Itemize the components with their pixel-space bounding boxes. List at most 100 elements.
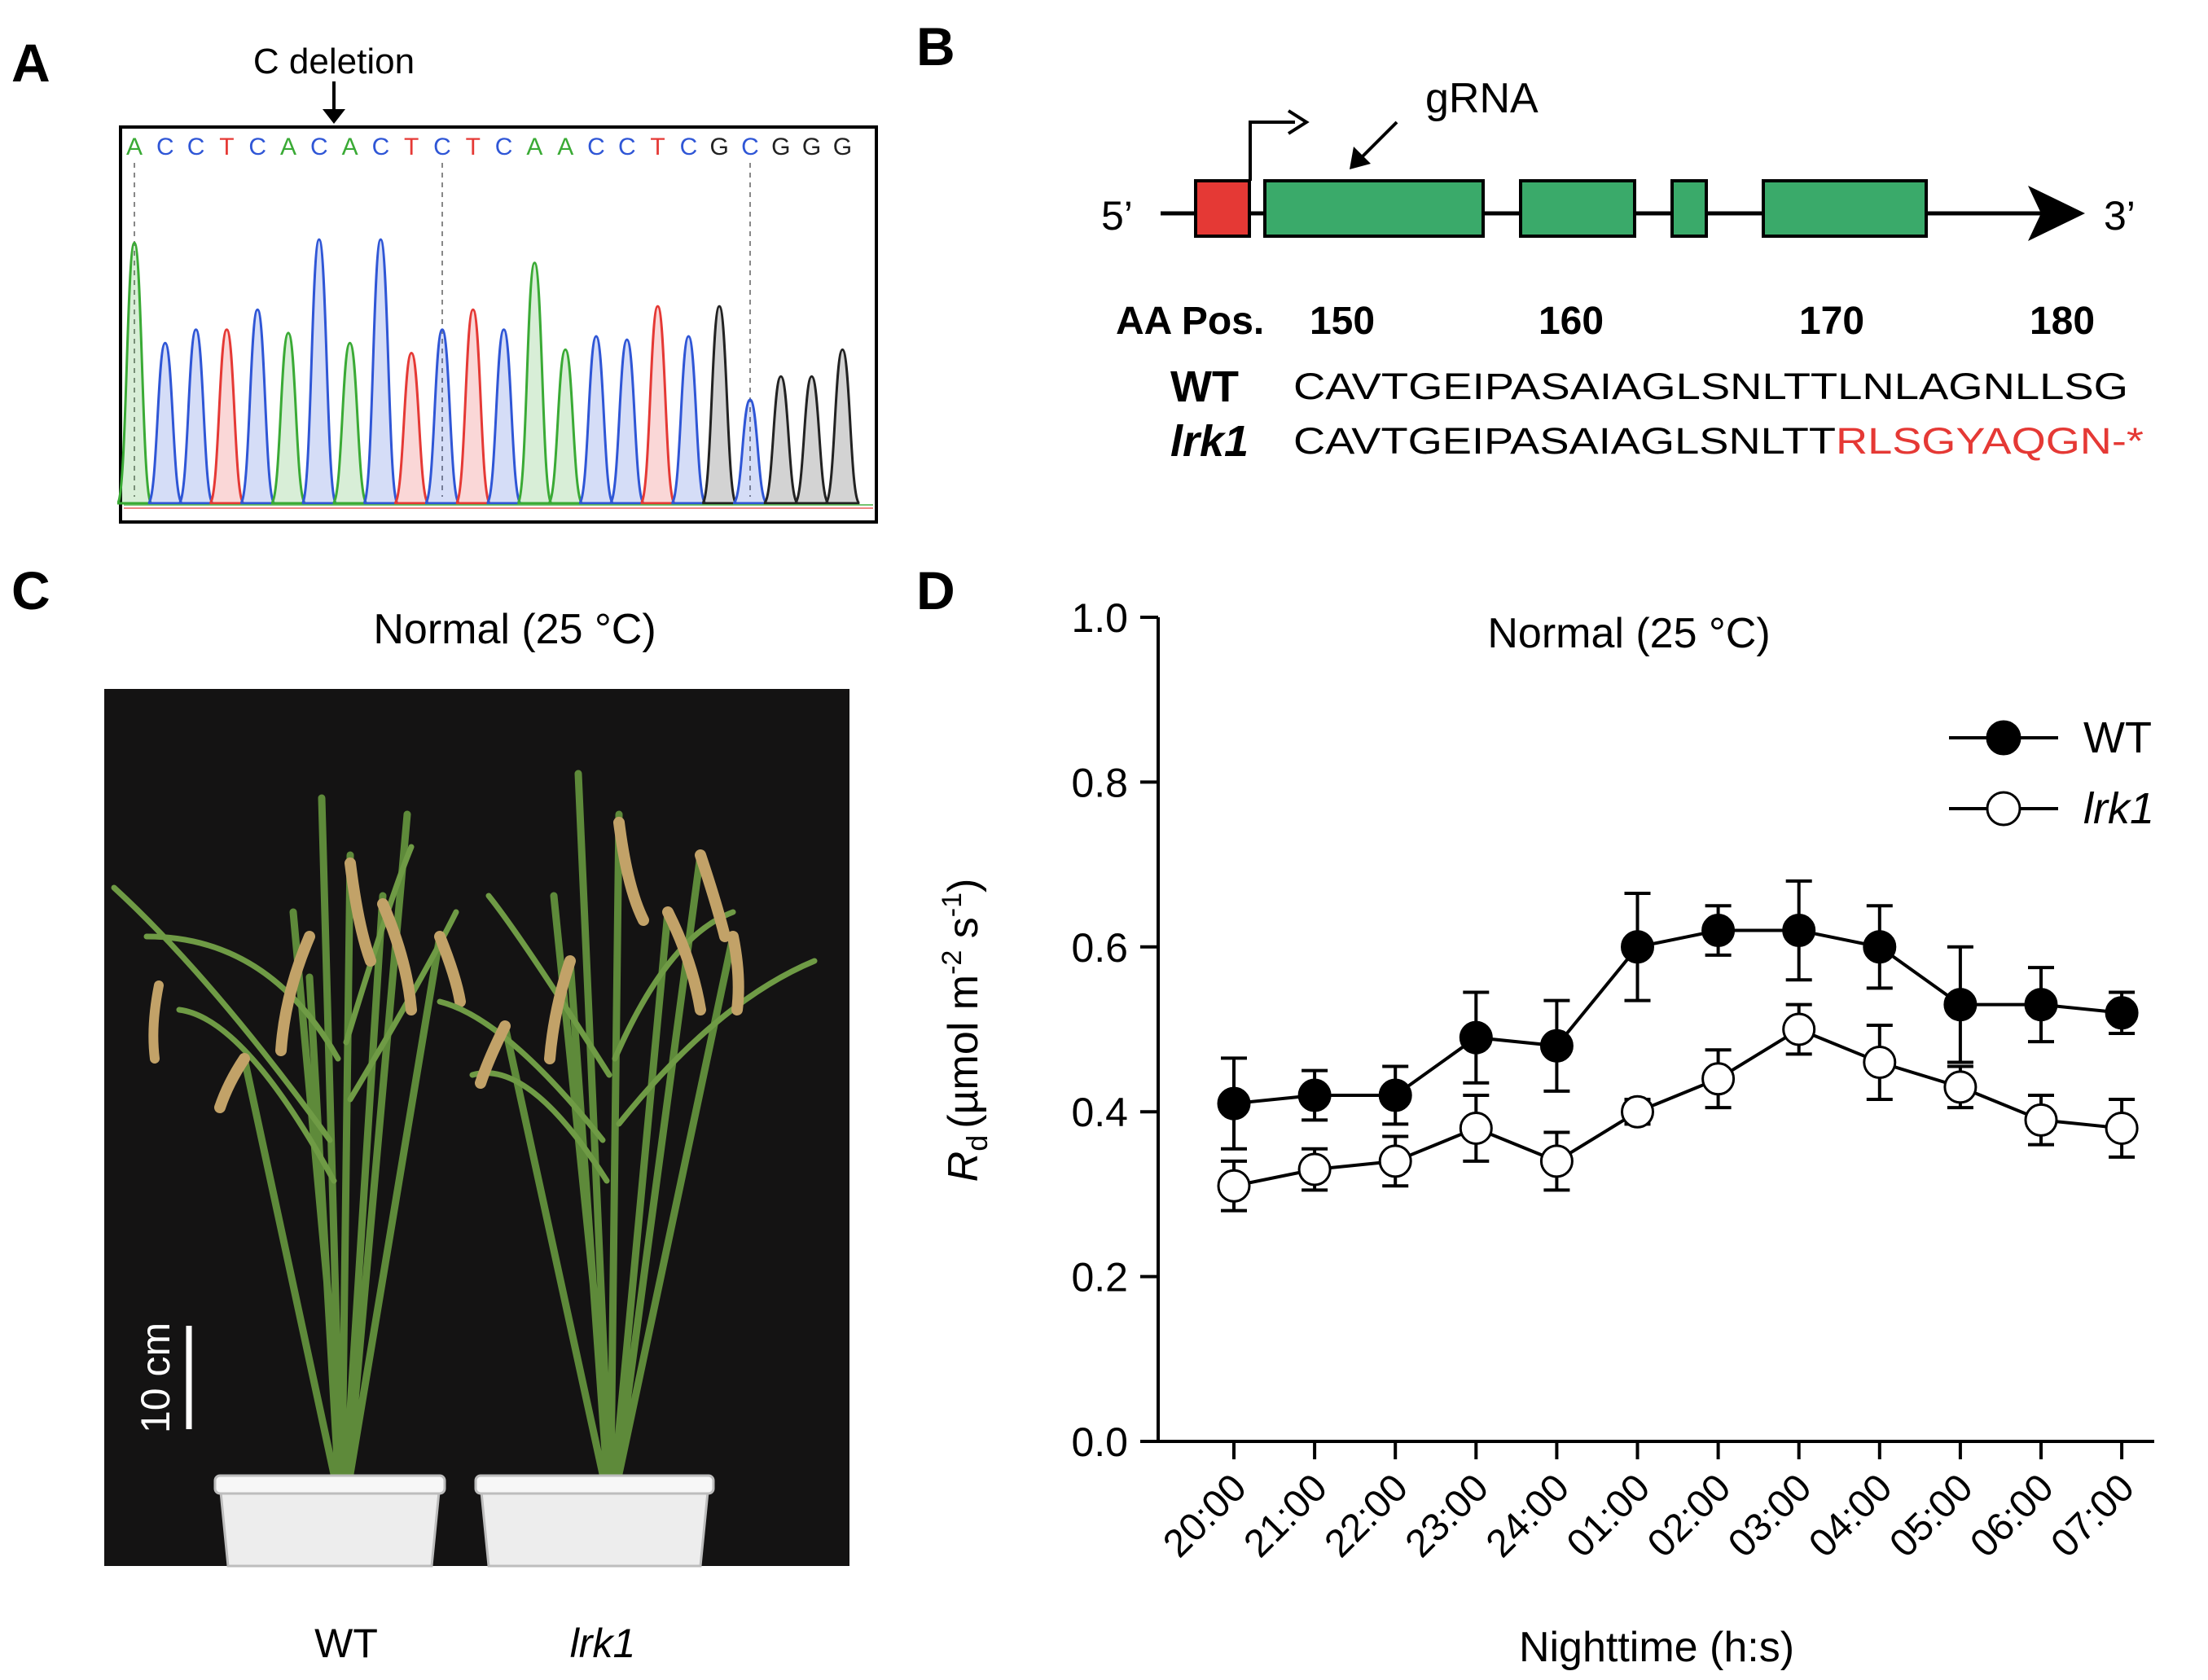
chromatogram-peak [331, 341, 369, 505]
panel-c-label: C [11, 560, 50, 621]
exon-2 [1519, 179, 1636, 238]
aa-pos-150: 150 [1310, 300, 1375, 343]
chromatogram-peak [639, 305, 677, 505]
series-layer [1217, 879, 2139, 1213]
exon-3 [1670, 179, 1708, 238]
data-point [1863, 930, 1897, 964]
data-point [1701, 914, 1736, 948]
chromatogram-base: G [833, 134, 852, 160]
legend-marker-lrk1 [1986, 791, 2021, 827]
chromatogram-base: A [126, 134, 143, 160]
chromatogram-base: C [741, 134, 759, 160]
data-point [1297, 1152, 1332, 1187]
chromatogram-base: T [650, 134, 665, 160]
chromatogram-base: T [466, 134, 481, 160]
x-tick-label: 06:00 [1962, 1466, 2061, 1565]
data-point [1782, 914, 1816, 948]
exon-1 [1263, 179, 1485, 238]
panel-c: C Normal (25 °C) 10 cm WT lrk1 [11, 560, 849, 1666]
chromatogram-base: C [587, 134, 605, 160]
series-WT [1217, 879, 2139, 1151]
chromatogram-peak [393, 351, 430, 505]
data-point [1863, 1045, 1897, 1079]
chromatogram-peaks [116, 238, 861, 505]
gene-direction-arrow [2028, 186, 2085, 241]
chromatogram-peak [362, 238, 399, 505]
panel-a-label: A [11, 33, 50, 93]
panel-c-title: Normal (25 °C) [373, 606, 656, 653]
chromatogram-peak [731, 398, 769, 505]
data-point [2024, 988, 2058, 1022]
chromatogram-peak [577, 335, 615, 505]
chromatogram-peak [485, 328, 523, 505]
aa-pos-160: 160 [1539, 300, 1604, 343]
exons [1263, 179, 1928, 238]
data-point [1217, 1086, 1251, 1121]
wt-sequence: CAVTGEIPASAIAGLSNLTTLNLAGNLLSG [1293, 366, 2128, 407]
rice-photo [104, 689, 849, 1566]
aa-pos-170: 170 [1799, 300, 1864, 343]
plant-label-lrk1: lrk1 [570, 1621, 636, 1666]
chromatogram-base: A [526, 134, 542, 160]
x-tick-label: 20:00 [1155, 1466, 1254, 1565]
panel-b-label: B [916, 16, 955, 77]
lrk1-sequence-common: CAVTGEIPASAIAGLSNLTT [1293, 420, 1836, 462]
chromatogram-base: C [433, 134, 451, 160]
chromatogram-peak [239, 308, 276, 505]
legend: WT lrk1 [1949, 713, 2154, 833]
rice-plant-wt [111, 794, 466, 1478]
series-lrk1 [1217, 1002, 2139, 1213]
chromatogram-base: C [618, 134, 636, 160]
chromatogram-peak [147, 341, 184, 505]
three-prime-label: 3’ [2104, 193, 2136, 239]
y-tick-label: 0.0 [1071, 1419, 1128, 1465]
chromatogram-peak [424, 328, 461, 505]
wt-seq-label: WT [1170, 362, 1239, 411]
x-tick-label: 07:00 [2043, 1466, 2142, 1565]
x-tick-label: 03:00 [1720, 1466, 1820, 1565]
legend-label-wt: WT [2083, 713, 2152, 762]
chromatogram-base: A [557, 134, 573, 160]
chromatogram-peak [608, 338, 646, 505]
chromatogram-peak [208, 328, 245, 505]
plant-label-wt: WT [314, 1621, 378, 1666]
panel-d: D Normal (25 °C) 0.0 0.2 0.4 0.6 0.8 1.0 20:0… [916, 560, 2154, 1671]
y-tick-label: 0.4 [1071, 1090, 1128, 1135]
chromatogram-base: G [802, 134, 821, 160]
data-point [2105, 1111, 2139, 1145]
data-point [2024, 1103, 2058, 1137]
lrk1-sequence-changed: RLSGYAQGN-* [1836, 420, 2144, 462]
x-tick-label: 21:00 [1236, 1466, 1335, 1565]
series-line [1233, 1027, 2122, 1188]
panel-b: B 5’ 3’ gRNA AA Pos. 150 160 170 180 WT … [916, 16, 2144, 466]
x-tick-label: 04:00 [1801, 1466, 1900, 1565]
pots [213, 1474, 715, 1568]
aa-pos-label: AA Pos. [1116, 300, 1264, 343]
data-point [2105, 996, 2139, 1030]
lrk1-sequence: CAVTGEIPASAIAGLSNLTTRLSGYAQGN-* [1293, 420, 2144, 462]
chromatogram-base: C [187, 134, 205, 160]
data-point [1943, 1070, 1978, 1104]
chromatogram-base: C [495, 134, 513, 160]
grna-label: gRNA [1425, 75, 1539, 122]
chromatogram-base: C [248, 134, 266, 160]
legend-label-lrk1: lrk1 [2083, 784, 2154, 833]
x-tick-label: 01:00 [1559, 1466, 1658, 1565]
x-axis-label: Nighttime (h:s) [1519, 1624, 1794, 1671]
chromatogram-base: G [771, 134, 790, 160]
data-point [1701, 1062, 1736, 1096]
c-deletion-annotation: C deletion [253, 42, 415, 81]
chromatogram-base: A [342, 134, 358, 160]
chromatogram-peak [700, 305, 738, 505]
c-deletion-arrowhead [323, 109, 345, 124]
chromatogram-base: C [372, 134, 390, 160]
chromatogram-peak [301, 238, 338, 505]
chromatogram-base: C [310, 134, 328, 160]
grna-arrow [1359, 121, 1398, 160]
chromatogram-base: C [156, 134, 174, 160]
chromatogram-peak [454, 308, 492, 505]
data-point [1378, 1078, 1412, 1112]
utr-box [1194, 179, 1251, 238]
